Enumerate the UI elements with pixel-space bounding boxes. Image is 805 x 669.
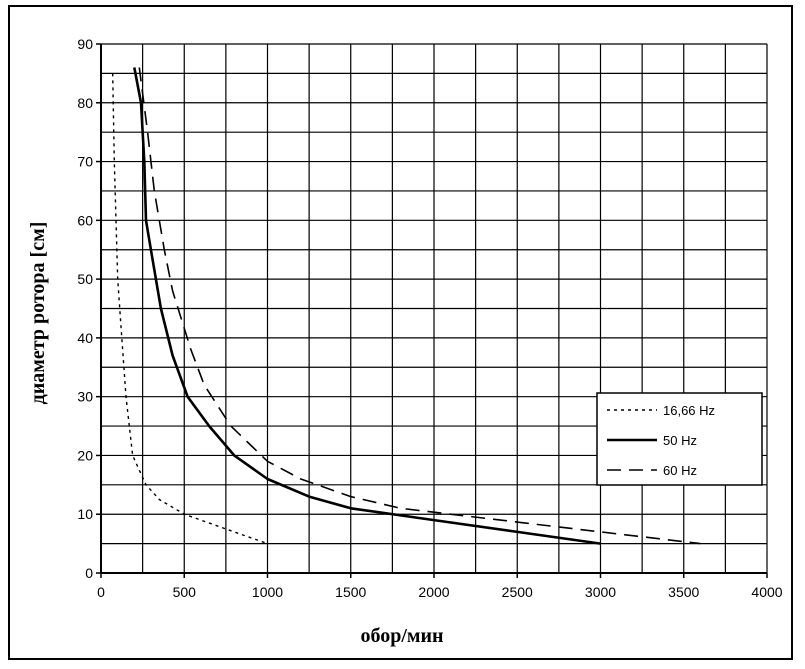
y-tick-label: 0	[85, 565, 93, 581]
series-line	[133, 67, 601, 545]
legend-label: 60 Hz	[663, 463, 697, 478]
y-tick-label: 10	[77, 506, 93, 522]
x-tick-label: 2000	[418, 584, 449, 600]
y-tick-label: 40	[77, 330, 93, 346]
y-tick-label: 80	[77, 95, 93, 111]
x-axis-title: обор/мин	[360, 625, 443, 647]
legend-label: 50 Hz	[663, 433, 697, 448]
x-tick-label: 1500	[335, 584, 366, 600]
series-line	[138, 67, 701, 545]
x-tick-label: 500	[173, 584, 197, 600]
chart-frame	[8, 5, 793, 660]
y-tick-label: 90	[77, 36, 93, 52]
x-tick-label: 1000	[252, 584, 283, 600]
x-tick-label: 3000	[585, 584, 616, 600]
y-axis-title: диаметр ротора [см]	[27, 222, 49, 405]
y-tick-label: 20	[77, 447, 93, 463]
x-tick-label: 2500	[502, 584, 533, 600]
axes: 0 10 20 30 40 50 60 70 80 90 0 500 1000 1500 2000 2500 3…	[77, 36, 782, 600]
y-tick-label: 30	[77, 389, 93, 405]
grid	[100, 43, 768, 574]
y-tick-label: 50	[77, 271, 93, 287]
series-layer	[112, 67, 701, 545]
x-tick-label: 4000	[751, 584, 782, 600]
x-tick-label: 3500	[668, 584, 699, 600]
x-tick-label: 0	[97, 584, 105, 600]
y-tick-label: 70	[77, 154, 93, 170]
legend-label: 16,66 Hz	[663, 403, 715, 418]
legend: 16,66 Hz 50 Hz 60 Hz	[596, 392, 763, 486]
y-tick-label: 60	[77, 212, 93, 228]
